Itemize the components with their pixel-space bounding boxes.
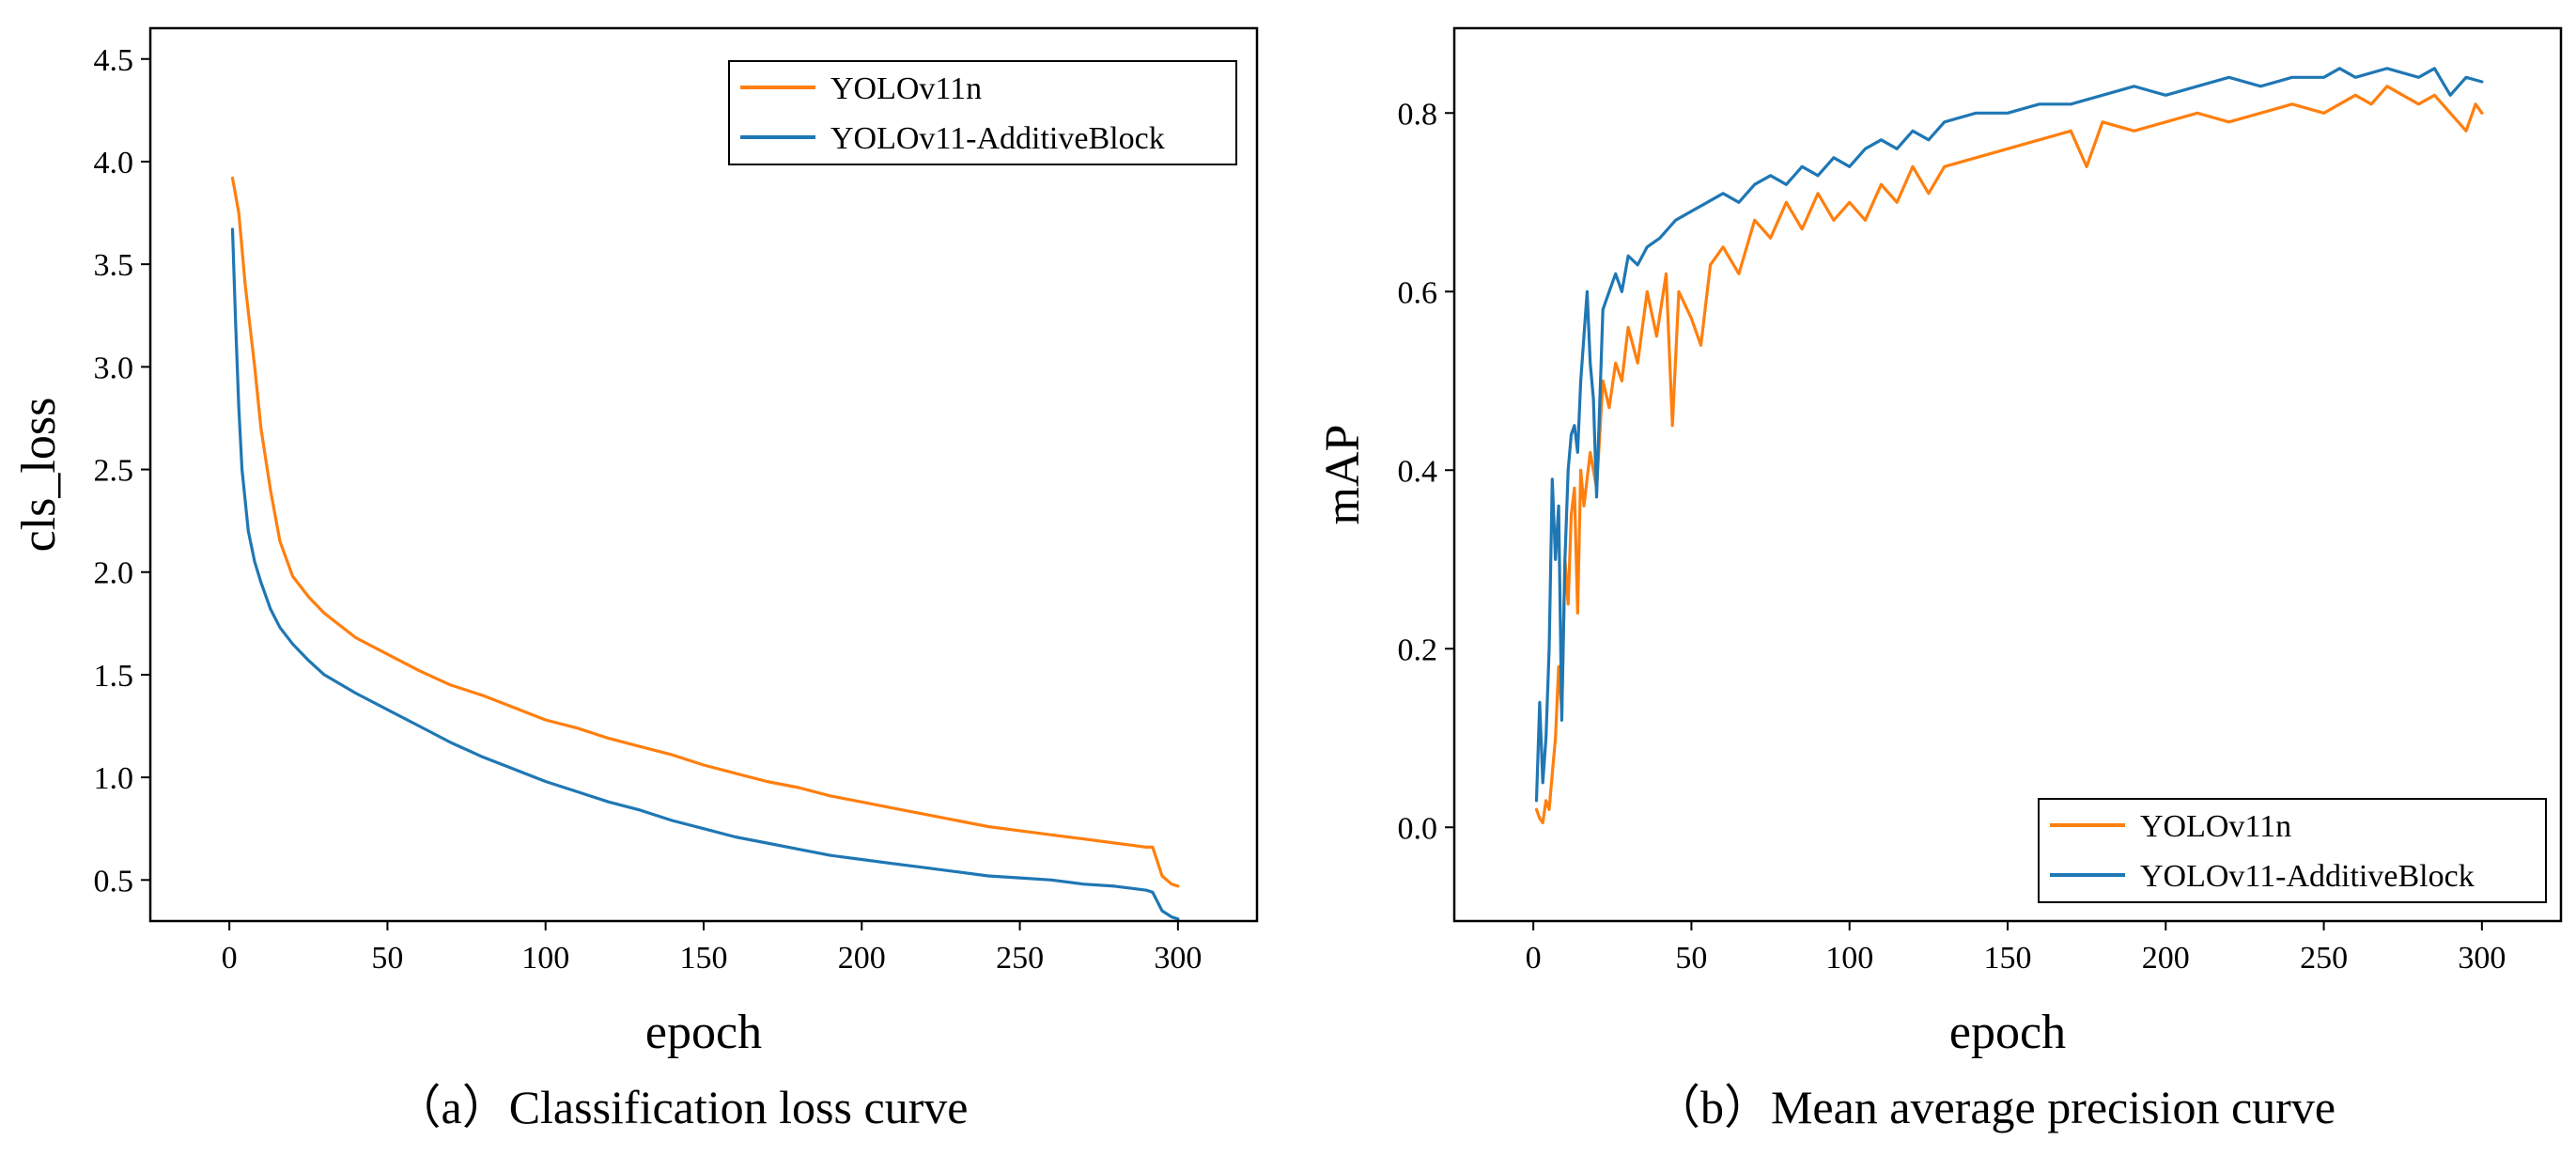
loss-x-tick-label: 250 (996, 941, 1044, 976)
loss-x-tick-label: 100 (521, 941, 569, 976)
map-caption: （b）Mean average precision curve (1653, 1081, 2335, 1133)
map-y-tick-label: 0.8 (1398, 97, 1438, 132)
map-legend-label-yolov11n: YOLOv11n (2140, 809, 2291, 844)
loss-y-axis-label: cls_loss (12, 398, 66, 553)
loss-x-axis: 0 50 100 150 200 250 300 (222, 921, 1202, 976)
loss-legend: YOLOv11n YOLOv11-AdditiveBlock (728, 60, 1237, 165)
loss-y-tick-label: 3.0 (94, 351, 134, 385)
map-series-line-1 (1534, 67, 2484, 803)
loss-y-tick-label: 0.5 (94, 864, 134, 898)
loss-caption: （a）Classification loss curve (395, 1081, 969, 1133)
map-x-tick-label: 100 (1825, 941, 1873, 976)
map-y-tick-label: 0.6 (1398, 275, 1438, 310)
loss-legend-label-additiveblock: YOLOv11-AdditiveBlock (830, 121, 1165, 156)
map-y-axis: 0.0 0.2 0.4 0.6 0.8 (1398, 97, 1454, 846)
map-x-tick-label: 150 (1984, 941, 2032, 976)
map-chart: 0 50 100 150 200 250 300 0.0 0.2 0.4 0.6 0.8 epoch… (1316, 26, 2563, 1133)
loss-x-tick-label: 200 (838, 941, 886, 976)
map-x-tick-label: 300 (2458, 941, 2506, 976)
map-x-axis: 0 50 100 150 200 250 300 (1526, 921, 2506, 976)
loss-chart: 0 50 100 150 200 250 300 0.5 1.0 1.5 2.0 2.5 3.0 3.5… (12, 26, 1259, 1133)
loss-y-axis: 0.5 1.0 1.5 2.0 2.5 3.0 3.5 4.0 4.5 (94, 43, 150, 898)
loss-series-line-1 (230, 227, 1180, 921)
map-x-tick-label: 200 (2142, 941, 2190, 976)
loss-y-tick-label: 1.5 (94, 659, 134, 694)
map-y-tick-label: 0.0 (1398, 811, 1438, 846)
map-x-axis-label: epoch (1949, 1006, 2066, 1059)
map-x-tick-label: 0 (1526, 941, 1542, 976)
map-x-tick-label: 50 (1675, 941, 1707, 976)
loss-y-tick-label: 4.0 (94, 146, 134, 180)
map-y-tick-label: 0.4 (1398, 454, 1438, 489)
loss-x-tick-label: 0 (222, 941, 238, 976)
loss-plot-area (230, 176, 1180, 921)
loss-legend-box (728, 60, 1237, 165)
map-series-line-0 (1534, 85, 2484, 825)
loss-y-tick-label: 3.5 (94, 248, 134, 283)
map-legend: YOLOv11n YOLOv11-AdditiveBlock (2038, 798, 2547, 903)
loss-x-tick-label: 50 (371, 941, 403, 976)
loss-y-tick-label: 1.0 (94, 761, 134, 796)
map-y-axis-label: mAP (1316, 425, 1370, 525)
loss-x-tick-label: 150 (680, 941, 728, 976)
map-legend-box (2038, 798, 2547, 903)
map-y-tick-label: 0.2 (1398, 633, 1438, 667)
loss-x-axis-label: epoch (645, 1006, 762, 1059)
map-x-tick-label: 250 (2300, 941, 2348, 976)
loss-legend-label-yolov11n: YOLOv11n (830, 71, 982, 106)
loss-y-tick-label: 4.5 (94, 43, 134, 78)
loss-x-tick-label: 300 (1154, 941, 1202, 976)
map-axes-frame (1452, 26, 2563, 923)
loss-y-tick-label: 2.5 (94, 454, 134, 489)
map-plot-area (1534, 67, 2484, 825)
loss-series-line-0 (230, 176, 1180, 888)
loss-y-tick-label: 2.0 (94, 556, 134, 591)
map-legend-label-additiveblock: YOLOv11-AdditiveBlock (2140, 859, 2475, 894)
